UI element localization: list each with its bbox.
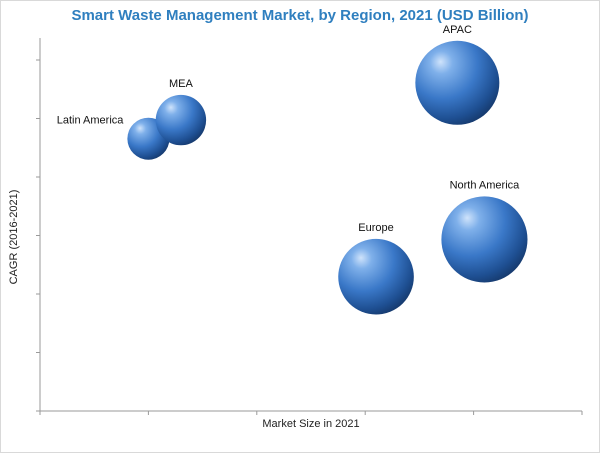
bubble-apac	[415, 40, 500, 125]
y-axis-label: CAGR (2016-2021)	[8, 190, 20, 285]
bubble-north-america	[441, 196, 528, 283]
x-axis-label: Market Size in 2021	[262, 418, 359, 430]
bubble-europe	[338, 238, 414, 315]
chart-title: Smart Waste Management Market, by Region…	[71, 7, 529, 24]
bubble-label: MEA	[169, 78, 194, 90]
bubble-label: Europe	[358, 222, 393, 234]
axes	[36, 38, 583, 415]
bubble-mea	[155, 94, 207, 146]
bubble-label: APAC	[443, 24, 472, 36]
bubble-label: North America	[450, 179, 521, 191]
bubble-label: Latin America	[57, 115, 125, 127]
bubbles: Latin America MEA APAC Europe North America	[57, 24, 528, 315]
